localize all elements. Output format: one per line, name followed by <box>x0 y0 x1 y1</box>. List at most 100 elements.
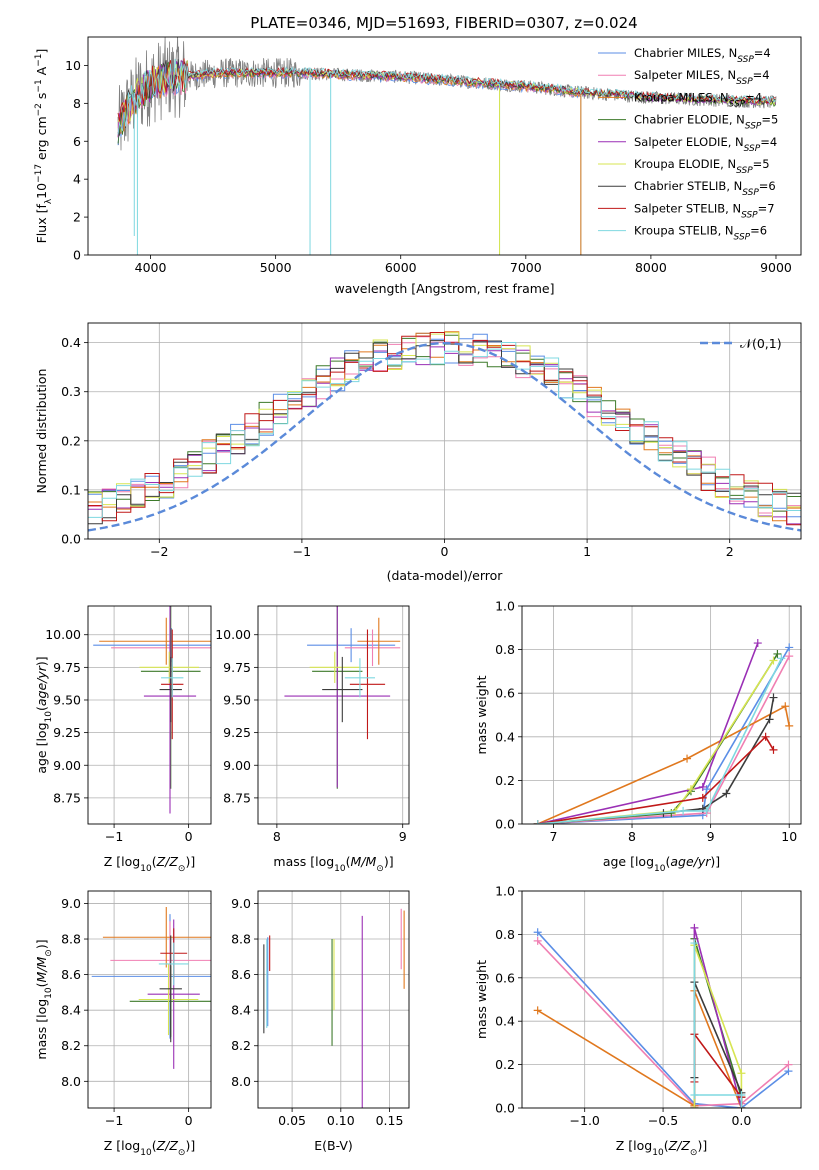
plus-marker <box>698 793 707 802</box>
plus-marker <box>702 806 711 815</box>
y-tick-label: 9.25 <box>223 725 251 740</box>
plus-marker <box>737 1069 746 1078</box>
plus-marker <box>533 928 542 937</box>
y-tick-label: 1.0 <box>495 884 515 899</box>
x-axis-label: E(B-V) <box>314 1138 353 1153</box>
weight-line <box>537 940 790 1107</box>
y-tick-label: 0.3 <box>61 384 81 399</box>
x-tick-label: 2 <box>726 544 734 559</box>
plus-marker <box>737 1090 746 1099</box>
y-axis-label: mass [log10(M/M⊙)] <box>34 939 54 1059</box>
y-tick-label: 0.0 <box>495 1101 515 1116</box>
plus-marker <box>533 936 542 945</box>
plus-marker <box>690 923 699 932</box>
y-tick-label: 0.1 <box>61 482 81 497</box>
x-tick-label: 0 <box>185 829 193 844</box>
plus-marker <box>784 1060 793 1069</box>
y-axis-label: Flux [fλ10−17 erg cm−2 s−1 A−1] <box>34 49 54 244</box>
mass-weight-vs-age-panel: 7 8 9 10 0.0 0.2 0.4 0.6 0.8 1.0 age [log10(age/yr… <box>474 599 802 874</box>
plot-area <box>533 923 793 1108</box>
x-axis-label: Z [log10(Z/Z⊙)] <box>104 854 195 874</box>
x-axis-label: (data-model)/error <box>387 568 504 583</box>
x-tick-label: 0 <box>185 1113 193 1128</box>
x-tick-label: 9 <box>399 829 407 844</box>
x-tick-label: 9 <box>707 829 715 844</box>
y-tick-label: 0.6 <box>495 970 515 985</box>
plus-marker <box>679 806 688 815</box>
plus-marker <box>533 1006 542 1015</box>
y-tick-label: 8.75 <box>223 790 251 805</box>
weight-line <box>537 660 775 824</box>
x-tick-label: 9000 <box>760 260 792 275</box>
x-axis-label: Z [log10(Z/Z⊙)] <box>104 1138 195 1158</box>
plus-marker <box>769 693 778 702</box>
mass-vs-Z-panel: −1 0 8.0 8.2 8.4 8.6 8.8 9.0 Z [log10(Z/Z⊙)] mass… <box>34 890 212 1158</box>
axes-frame <box>521 605 802 825</box>
x-axis-label: Z [log10(Z/Z⊙)] <box>616 1138 707 1158</box>
histogram-step-line <box>88 332 801 526</box>
weight-line <box>537 655 790 824</box>
x-tick-label: 8000 <box>635 260 667 275</box>
plus-marker <box>777 654 786 663</box>
legend-label: 𝒩(0,1) <box>740 336 782 351</box>
x-tick-label: −1 <box>105 1113 123 1128</box>
x-tick-label: −1.0 <box>570 1113 600 1128</box>
plus-marker <box>533 820 542 824</box>
legend-label: Kroupa STELIB, NSSP=6 <box>634 224 767 243</box>
x-tick-label: 1 <box>583 544 591 559</box>
x-tick-label: −2 <box>150 544 168 559</box>
y-tick-label: 9.0 <box>231 896 251 911</box>
legend-label: Salpeter ELODIE, NSSP=4 <box>634 135 777 154</box>
axes-frame <box>521 890 802 1109</box>
y-tick-label: 9.50 <box>53 692 81 707</box>
y-tick-label: 9.50 <box>223 692 251 707</box>
y-tick-label: 0.6 <box>495 686 515 701</box>
y-tick-label: 0.4 <box>495 729 515 744</box>
plus-marker <box>773 649 782 658</box>
weight-line <box>693 943 743 1108</box>
plot-area <box>284 606 401 789</box>
legend-label: Chabrier ELODIE, NSSP=5 <box>634 113 778 132</box>
y-tick-label: 4 <box>73 172 81 187</box>
weight-line <box>537 990 743 1108</box>
y-tick-label: 9.0 <box>61 896 81 911</box>
y-tick-label: 9.00 <box>223 758 251 773</box>
residuals-panel: −2 −1 0 1 2 0.0 0.1 0.2 0.3 0.4 𝒩(0,1) (data-model)… <box>34 322 802 583</box>
x-tick-label: 8 <box>628 829 636 844</box>
x-tick-label: 7 <box>549 829 557 844</box>
y-tick-label: 9.00 <box>53 758 81 773</box>
y-tick-label: 8.6 <box>61 967 81 982</box>
legend-label: Salpeter STELIB, NSSP=7 <box>634 201 775 220</box>
y-tick-label: 8.8 <box>61 932 81 947</box>
y-tick-label: 8.75 <box>53 790 81 805</box>
plus-marker <box>761 732 770 741</box>
age-vs-Z-panel: −1 0 8.75 9.00 9.25 9.50 9.75 10.00 Z [log10(Z/Z… <box>34 605 212 874</box>
legend-label: Chabrier MILES, NSSP=4 <box>634 46 771 65</box>
x-tick-label: 5000 <box>260 260 292 275</box>
x-tick-label: 0.05 <box>278 1113 306 1128</box>
axes-frame <box>257 605 410 825</box>
age-vs-mass-panel: 8 9 8.75 9.00 9.25 9.50 9.75 10.00 mass [log10(M… <box>215 605 410 874</box>
y-tick-label: 2 <box>73 210 81 225</box>
y-axis-label: mass weight <box>474 960 489 1039</box>
legend-label: Kroupa ELODIE, NSSP=5 <box>634 157 770 176</box>
y-axis-label: mass weight <box>474 675 489 754</box>
y-tick-label: 0.2 <box>495 773 515 788</box>
weight-line <box>537 657 783 824</box>
plus-marker <box>753 639 762 648</box>
x-tick-label: 0.0 <box>731 1113 751 1128</box>
y-tick-label: 0.0 <box>495 817 515 832</box>
y-tick-label: 8.6 <box>231 967 251 982</box>
y-tick-label: 10.00 <box>215 627 251 642</box>
y-tick-label: 9.75 <box>53 660 81 675</box>
y-tick-label: 6 <box>73 134 81 149</box>
weight-line <box>537 642 759 824</box>
plus-marker <box>690 939 699 948</box>
x-tick-label: −0.5 <box>648 1113 678 1128</box>
model-spectrum-line <box>117 58 776 135</box>
plus-marker <box>686 785 695 794</box>
y-tick-label: 10 <box>65 58 81 73</box>
axes-frame <box>87 605 212 825</box>
weight-line <box>693 927 743 1108</box>
